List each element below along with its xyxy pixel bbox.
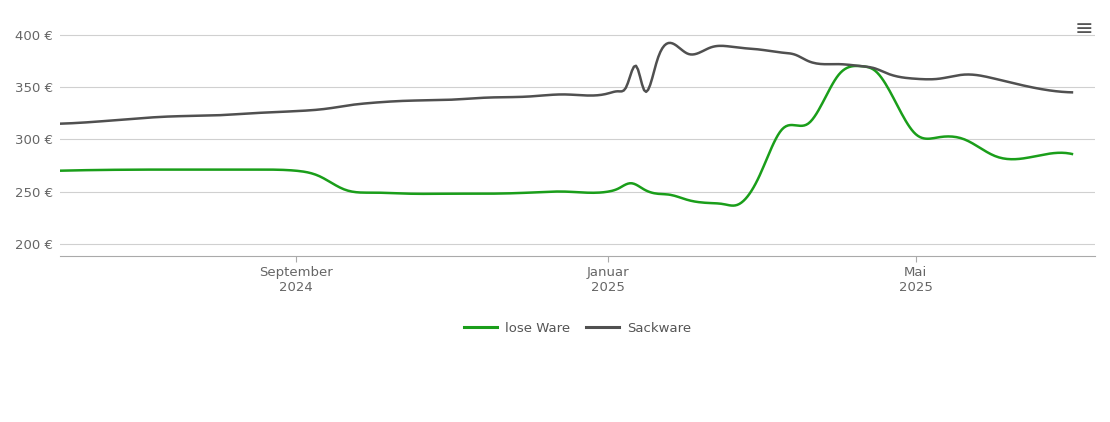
Text: ≡: ≡ bbox=[1074, 19, 1093, 39]
Legend: lose Ware, Sackware: lose Ware, Sackware bbox=[458, 316, 696, 340]
